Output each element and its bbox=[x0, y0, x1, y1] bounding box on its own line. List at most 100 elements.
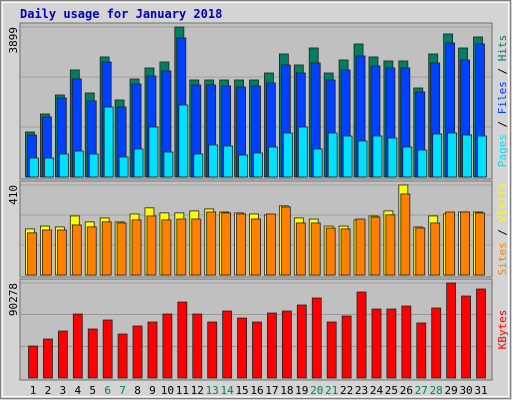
x-tick-label: 28 bbox=[430, 384, 443, 397]
legend-entry: Files bbox=[496, 81, 509, 114]
bar bbox=[462, 134, 472, 178]
x-tick-label: 30 bbox=[459, 384, 472, 397]
bar bbox=[430, 222, 441, 276]
bar bbox=[207, 321, 218, 379]
bar bbox=[223, 145, 234, 178]
bar bbox=[312, 148, 323, 178]
x-tick-label: 24 bbox=[370, 384, 384, 397]
bar bbox=[325, 227, 336, 276]
bar bbox=[340, 228, 351, 276]
bar bbox=[117, 333, 128, 379]
x-tick-label: 25 bbox=[385, 384, 398, 397]
bar bbox=[402, 146, 413, 178]
bar bbox=[162, 313, 173, 379]
bar bbox=[72, 313, 83, 379]
bar bbox=[102, 319, 113, 379]
x-tick-label: 3 bbox=[60, 384, 67, 397]
bar bbox=[460, 211, 470, 276]
legend: Pages / Files / Hits bbox=[496, 35, 509, 168]
bar bbox=[148, 126, 159, 178]
bar bbox=[475, 212, 485, 276]
bar bbox=[133, 148, 144, 178]
x-tick-label: 9 bbox=[149, 384, 156, 397]
bar bbox=[87, 328, 98, 379]
x-tick-label: 17 bbox=[265, 384, 278, 397]
x-tick-label: 19 bbox=[295, 384, 308, 397]
y-tick-label: 410 bbox=[7, 185, 20, 205]
bar bbox=[356, 291, 367, 379]
bar bbox=[237, 317, 247, 379]
bar bbox=[445, 211, 456, 276]
x-tick-label: 29 bbox=[445, 384, 458, 397]
bar bbox=[222, 310, 233, 379]
x-tick-label: 14 bbox=[221, 384, 235, 397]
bar bbox=[385, 214, 396, 276]
legend-entry: Sites bbox=[496, 242, 509, 275]
bar bbox=[280, 206, 291, 276]
bar bbox=[415, 227, 426, 276]
bar bbox=[282, 132, 293, 178]
bar bbox=[147, 321, 158, 379]
bar bbox=[401, 305, 412, 379]
bar bbox=[101, 221, 112, 276]
bar bbox=[208, 144, 219, 178]
x-tick-label: 26 bbox=[400, 384, 413, 397]
bar bbox=[252, 321, 262, 379]
bar bbox=[327, 132, 338, 178]
bar bbox=[132, 325, 143, 379]
bar bbox=[71, 224, 82, 276]
bar bbox=[118, 156, 129, 178]
bar bbox=[27, 232, 37, 276]
bar bbox=[268, 146, 278, 178]
bar bbox=[266, 213, 276, 276]
bar bbox=[238, 154, 248, 178]
bar bbox=[341, 315, 352, 379]
bar bbox=[86, 226, 97, 276]
bar bbox=[310, 222, 321, 276]
bar bbox=[44, 157, 54, 178]
x-tick-label: 21 bbox=[325, 384, 338, 397]
bar bbox=[176, 218, 187, 276]
legend-entry: Pages bbox=[496, 134, 509, 167]
x-tick-label: 13 bbox=[206, 384, 219, 397]
x-tick-label: 22 bbox=[340, 384, 353, 397]
bar bbox=[432, 133, 443, 178]
bar bbox=[416, 322, 427, 379]
legend-separator: / bbox=[496, 61, 509, 81]
legend-entry: Visits bbox=[496, 183, 509, 223]
x-tick-label: 18 bbox=[280, 384, 293, 397]
bar bbox=[178, 104, 189, 178]
bar bbox=[206, 211, 217, 276]
bar bbox=[163, 151, 174, 178]
bar bbox=[193, 153, 204, 178]
x-tick-label: 12 bbox=[191, 384, 204, 397]
x-tick-label: 5 bbox=[89, 384, 96, 397]
bar bbox=[28, 345, 38, 379]
bar bbox=[386, 308, 397, 379]
bar bbox=[477, 135, 487, 178]
bar bbox=[355, 218, 366, 276]
bar bbox=[267, 312, 277, 379]
x-tick-label: 10 bbox=[161, 384, 174, 397]
x-tick-label: 31 bbox=[474, 384, 487, 397]
bar bbox=[253, 152, 263, 178]
bar bbox=[191, 218, 202, 276]
bar bbox=[342, 135, 353, 178]
bar bbox=[326, 321, 337, 379]
bar bbox=[461, 295, 471, 379]
bar bbox=[58, 153, 69, 178]
chart-title: Daily usage for January 2018 bbox=[20, 7, 222, 21]
bar bbox=[417, 149, 428, 178]
x-tick-label: 27 bbox=[415, 384, 428, 397]
bar bbox=[131, 219, 142, 276]
legend-separator: / bbox=[496, 222, 509, 242]
bar bbox=[281, 310, 292, 379]
bar bbox=[57, 330, 68, 379]
x-tick-label: 16 bbox=[250, 384, 263, 397]
bar bbox=[371, 308, 382, 379]
y-tick-label: 90278 bbox=[7, 283, 20, 316]
x-tick-label: 23 bbox=[355, 384, 368, 397]
bar bbox=[296, 304, 307, 379]
